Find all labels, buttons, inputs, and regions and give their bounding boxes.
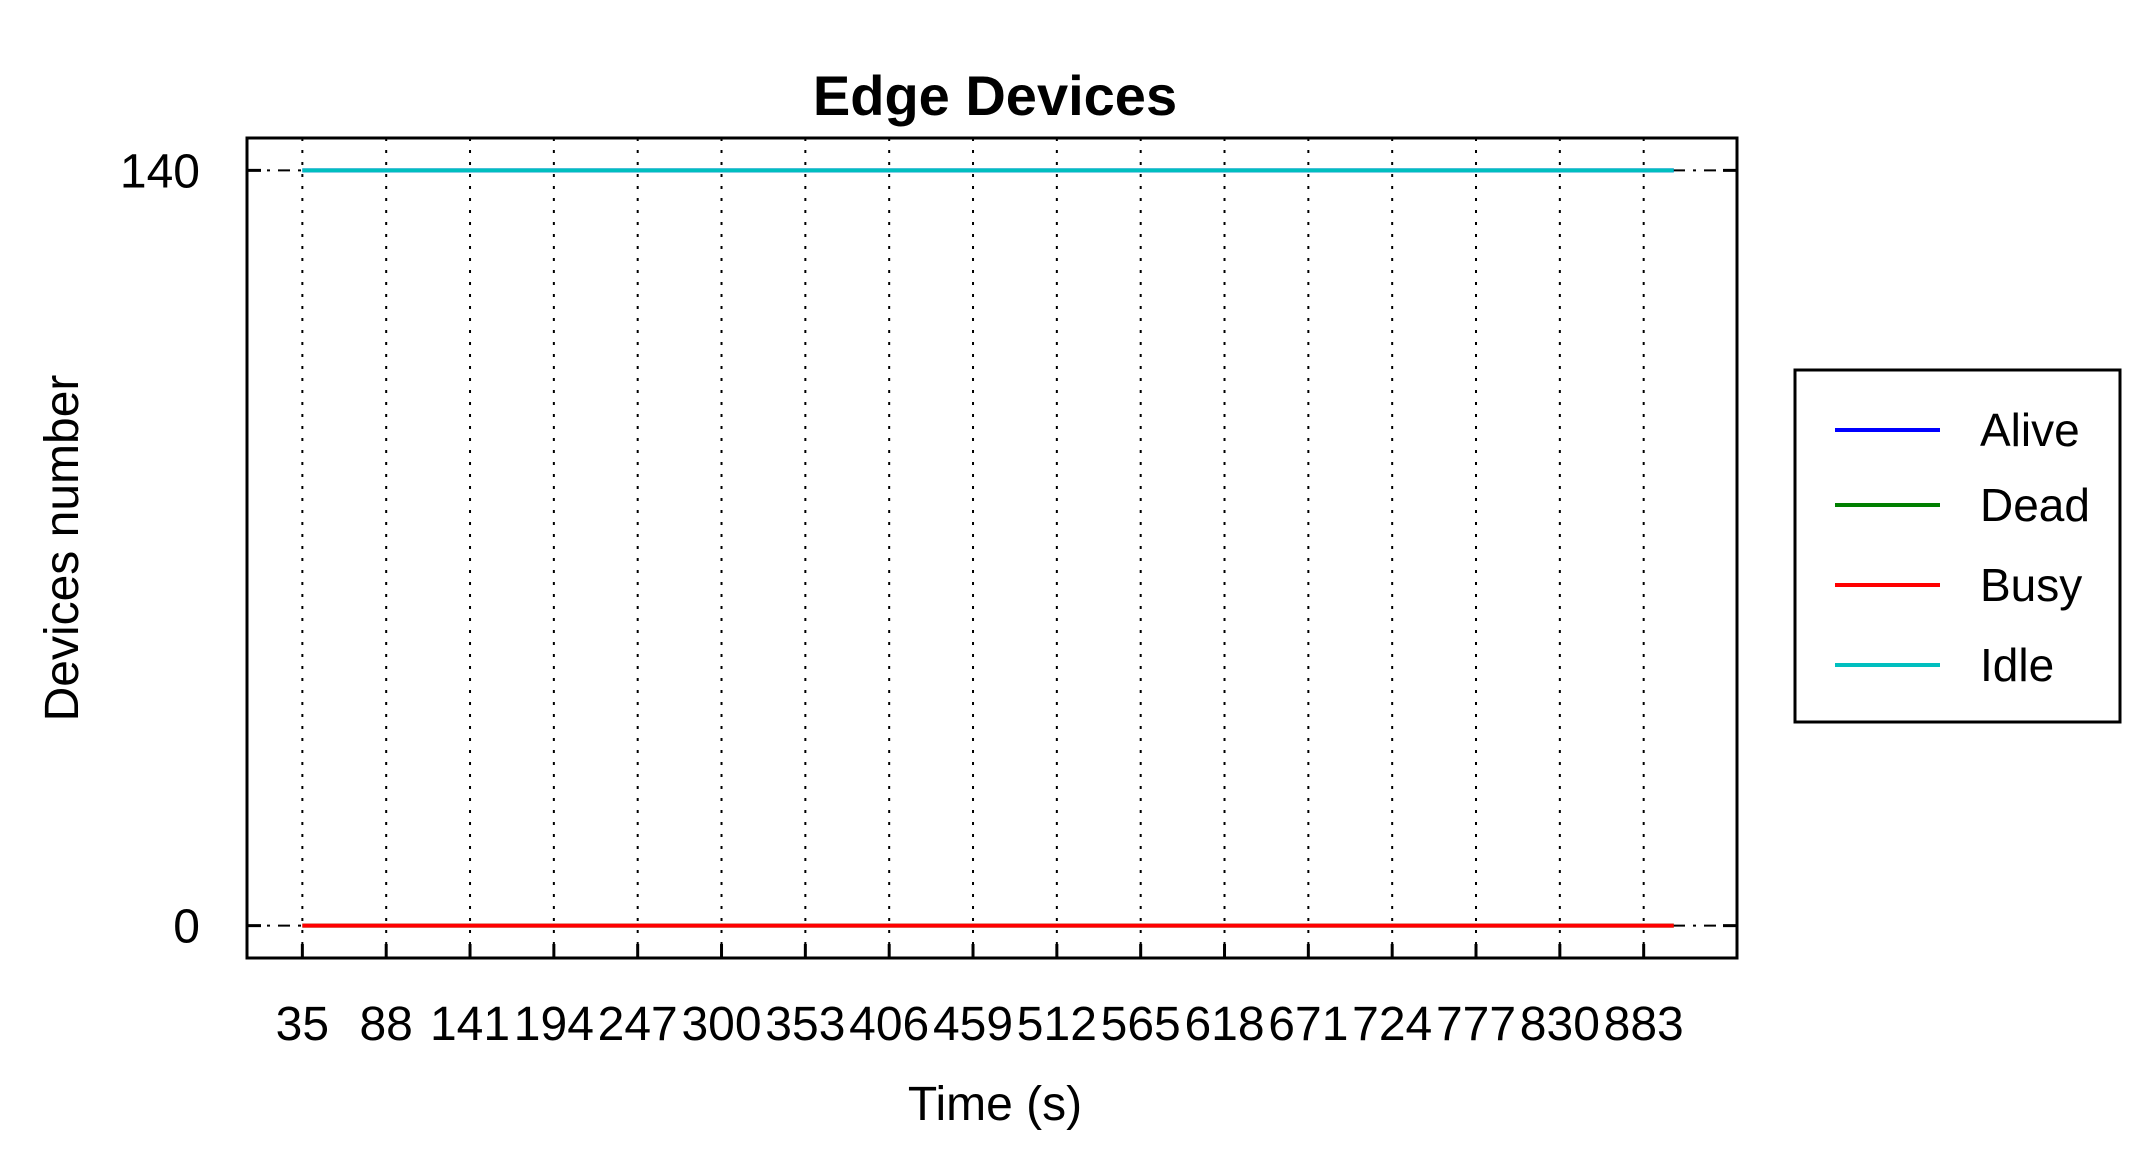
y-tick-label: 140 <box>120 145 200 198</box>
y-axis-ticks: 0 140 <box>120 145 1737 954</box>
x-tick-label: 353 <box>765 998 845 1051</box>
x-tick-label: 883 <box>1604 998 1684 1051</box>
legend: Alive Dead Busy Idle <box>1793 368 2122 724</box>
x-tick-label: 830 <box>1520 998 1600 1051</box>
x-gridlines <box>247 138 1737 958</box>
legend-label-busy: Busy <box>1980 559 2082 611</box>
x-tick-label: 141 <box>430 998 510 1051</box>
legend-label-idle: Idle <box>1980 639 2054 691</box>
x-tick-label: 247 <box>598 998 678 1051</box>
x-tick-label: 459 <box>933 998 1013 1051</box>
y-axis-label: Devices number <box>36 375 89 722</box>
x-tick-label: 724 <box>1352 998 1432 1051</box>
legend-label-alive: Alive <box>1980 404 2080 456</box>
x-axis-ticks: 35 88 141 194 247 300 353 406 459 512 565 618 671 724… <box>276 944 1684 1051</box>
x-axis-label: Time (s) <box>908 1078 1082 1131</box>
plot-frame <box>245 136 1739 960</box>
x-tick-label: 35 <box>276 998 329 1051</box>
x-tick-label: 512 <box>1017 998 1097 1051</box>
x-tick-label: 671 <box>1268 998 1348 1051</box>
x-tick-label: 777 <box>1436 998 1516 1051</box>
x-tick-label: 194 <box>514 998 594 1051</box>
chart-title: Edge Devices <box>813 64 1177 127</box>
x-tick-label: 88 <box>359 998 412 1051</box>
legend-label-dead: Dead <box>1980 479 2090 531</box>
x-tick-label: 300 <box>681 998 761 1051</box>
series-lines <box>302 168 1674 928</box>
x-tick-label: 565 <box>1101 998 1181 1051</box>
y-tick-label: 0 <box>173 901 200 954</box>
x-tick-label: 618 <box>1184 998 1264 1051</box>
x-tick-label: 406 <box>849 998 929 1051</box>
